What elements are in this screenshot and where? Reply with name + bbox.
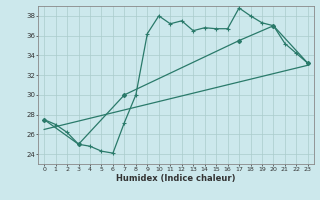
X-axis label: Humidex (Indice chaleur): Humidex (Indice chaleur): [116, 174, 236, 183]
